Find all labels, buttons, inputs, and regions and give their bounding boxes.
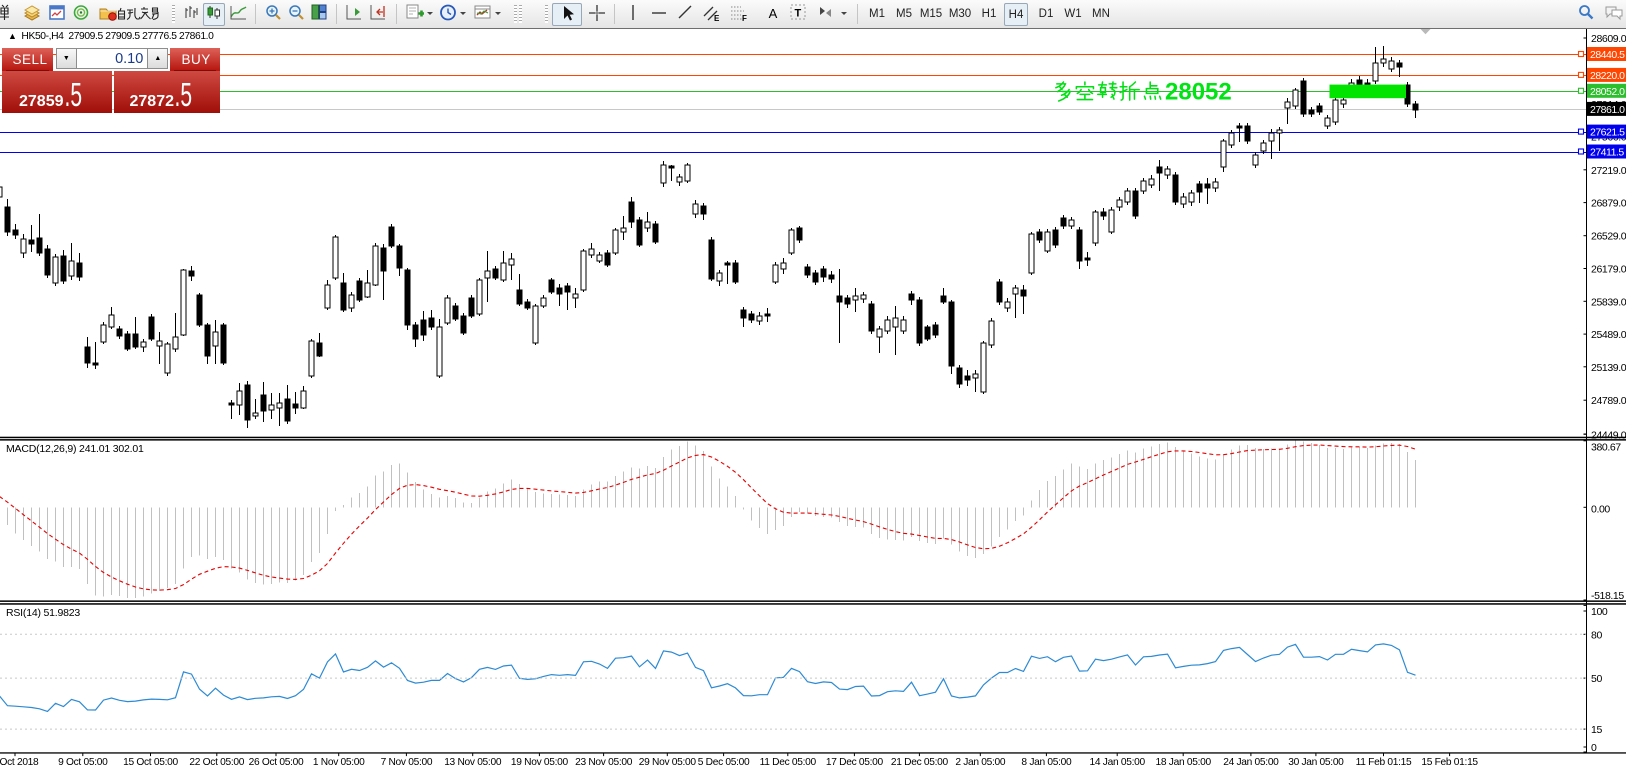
svg-text:7 Nov 05:00: 7 Nov 05:00 — [381, 757, 433, 768]
svg-text:24 Jan 05:00: 24 Jan 05:00 — [1223, 757, 1279, 768]
svg-text:.5: .5 — [64, 77, 82, 113]
svg-text:0.00: 0.00 — [1591, 503, 1610, 515]
svg-text:26179.0: 26179.0 — [1591, 264, 1626, 276]
svg-text:27861.0: 27861.0 — [1590, 104, 1625, 116]
svg-text:14 Jan 05:00: 14 Jan 05:00 — [1090, 757, 1146, 768]
svg-text:MACD(12,26,9) 241.01 302.01: MACD(12,26,9) 241.01 302.01 — [6, 443, 144, 455]
svg-text:26 Oct 05:00: 26 Oct 05:00 — [249, 757, 304, 768]
svg-text:27411.5: 27411.5 — [1590, 147, 1624, 159]
svg-text:11 Dec 05:00: 11 Dec 05:00 — [760, 757, 817, 768]
svg-text:22 Oct 05:00: 22 Oct 05:00 — [189, 757, 244, 768]
svg-text:26529.0: 26529.0 — [1591, 231, 1626, 243]
svg-text:27621.5: 27621.5 — [1590, 127, 1625, 139]
svg-text:15: 15 — [1591, 724, 1602, 736]
svg-text:28052.0: 28052.0 — [1590, 86, 1625, 98]
svg-text:2 Jan 05:00: 2 Jan 05:00 — [955, 757, 1006, 768]
svg-text:23 Nov 05:00: 23 Nov 05:00 — [575, 757, 633, 768]
svg-text:15 Oct 05:00: 15 Oct 05:00 — [123, 757, 178, 768]
svg-text:100: 100 — [1591, 606, 1608, 618]
svg-text:25839.0: 25839.0 — [1591, 296, 1626, 308]
svg-text:25489.0: 25489.0 — [1591, 329, 1626, 341]
svg-text:30 Jan 05:00: 30 Jan 05:00 — [1288, 757, 1344, 768]
svg-text:80: 80 — [1591, 629, 1602, 641]
svg-text:29 Nov 05:00: 29 Nov 05:00 — [639, 757, 697, 768]
svg-text:25139.0: 25139.0 — [1591, 362, 1626, 374]
svg-text:27872: 27872 — [129, 93, 174, 110]
svg-text:18 Jan 05:00: 18 Jan 05:00 — [1156, 757, 1212, 768]
svg-text:380.67: 380.67 — [1591, 441, 1621, 453]
svg-text:28440.5: 28440.5 — [1590, 49, 1625, 61]
svg-text:9 Oct 05:00: 9 Oct 05:00 — [58, 757, 108, 768]
svg-text:27859: 27859 — [19, 93, 64, 110]
svg-text:13 Nov 05:00: 13 Nov 05:00 — [444, 757, 502, 768]
svg-text:.5: .5 — [174, 77, 192, 113]
svg-text:F: F — [742, 14, 747, 23]
svg-text:17 Dec 05:00: 17 Dec 05:00 — [826, 757, 884, 768]
svg-text:27219.0: 27219.0 — [1591, 165, 1626, 177]
svg-text:-518.15: -518.15 — [1591, 590, 1624, 602]
svg-text:28609.0: 28609.0 — [1591, 33, 1626, 45]
svg-text:24789.0: 24789.0 — [1591, 395, 1626, 407]
svg-text:28220.0: 28220.0 — [1590, 70, 1625, 82]
svg-text:50: 50 — [1591, 673, 1602, 685]
svg-text:8 Jan 05:00: 8 Jan 05:00 — [1021, 757, 1072, 768]
svg-text:3 Oct 2018: 3 Oct 2018 — [0, 757, 39, 768]
svg-text:5 Dec 05:00: 5 Dec 05:00 — [698, 757, 750, 768]
svg-text:21 Dec 05:00: 21 Dec 05:00 — [891, 757, 949, 768]
svg-text:24449.0: 24449.0 — [1591, 429, 1626, 441]
svg-text:28052: 28052 — [1165, 79, 1232, 106]
svg-text:15 Feb 01:15: 15 Feb 01:15 — [1421, 757, 1478, 768]
svg-text:1 Nov 05:00: 1 Nov 05:00 — [313, 757, 365, 768]
svg-text:19 Nov 05:00: 19 Nov 05:00 — [511, 757, 569, 768]
svg-text:T: T — [795, 8, 802, 20]
svg-text:RSI(14) 51.9823: RSI(14) 51.9823 — [6, 607, 80, 619]
svg-text:E: E — [714, 14, 720, 23]
svg-text:0: 0 — [1591, 742, 1597, 754]
svg-text:11 Feb 01:15: 11 Feb 01:15 — [1356, 757, 1412, 768]
svg-text:26879.0: 26879.0 — [1591, 198, 1626, 210]
